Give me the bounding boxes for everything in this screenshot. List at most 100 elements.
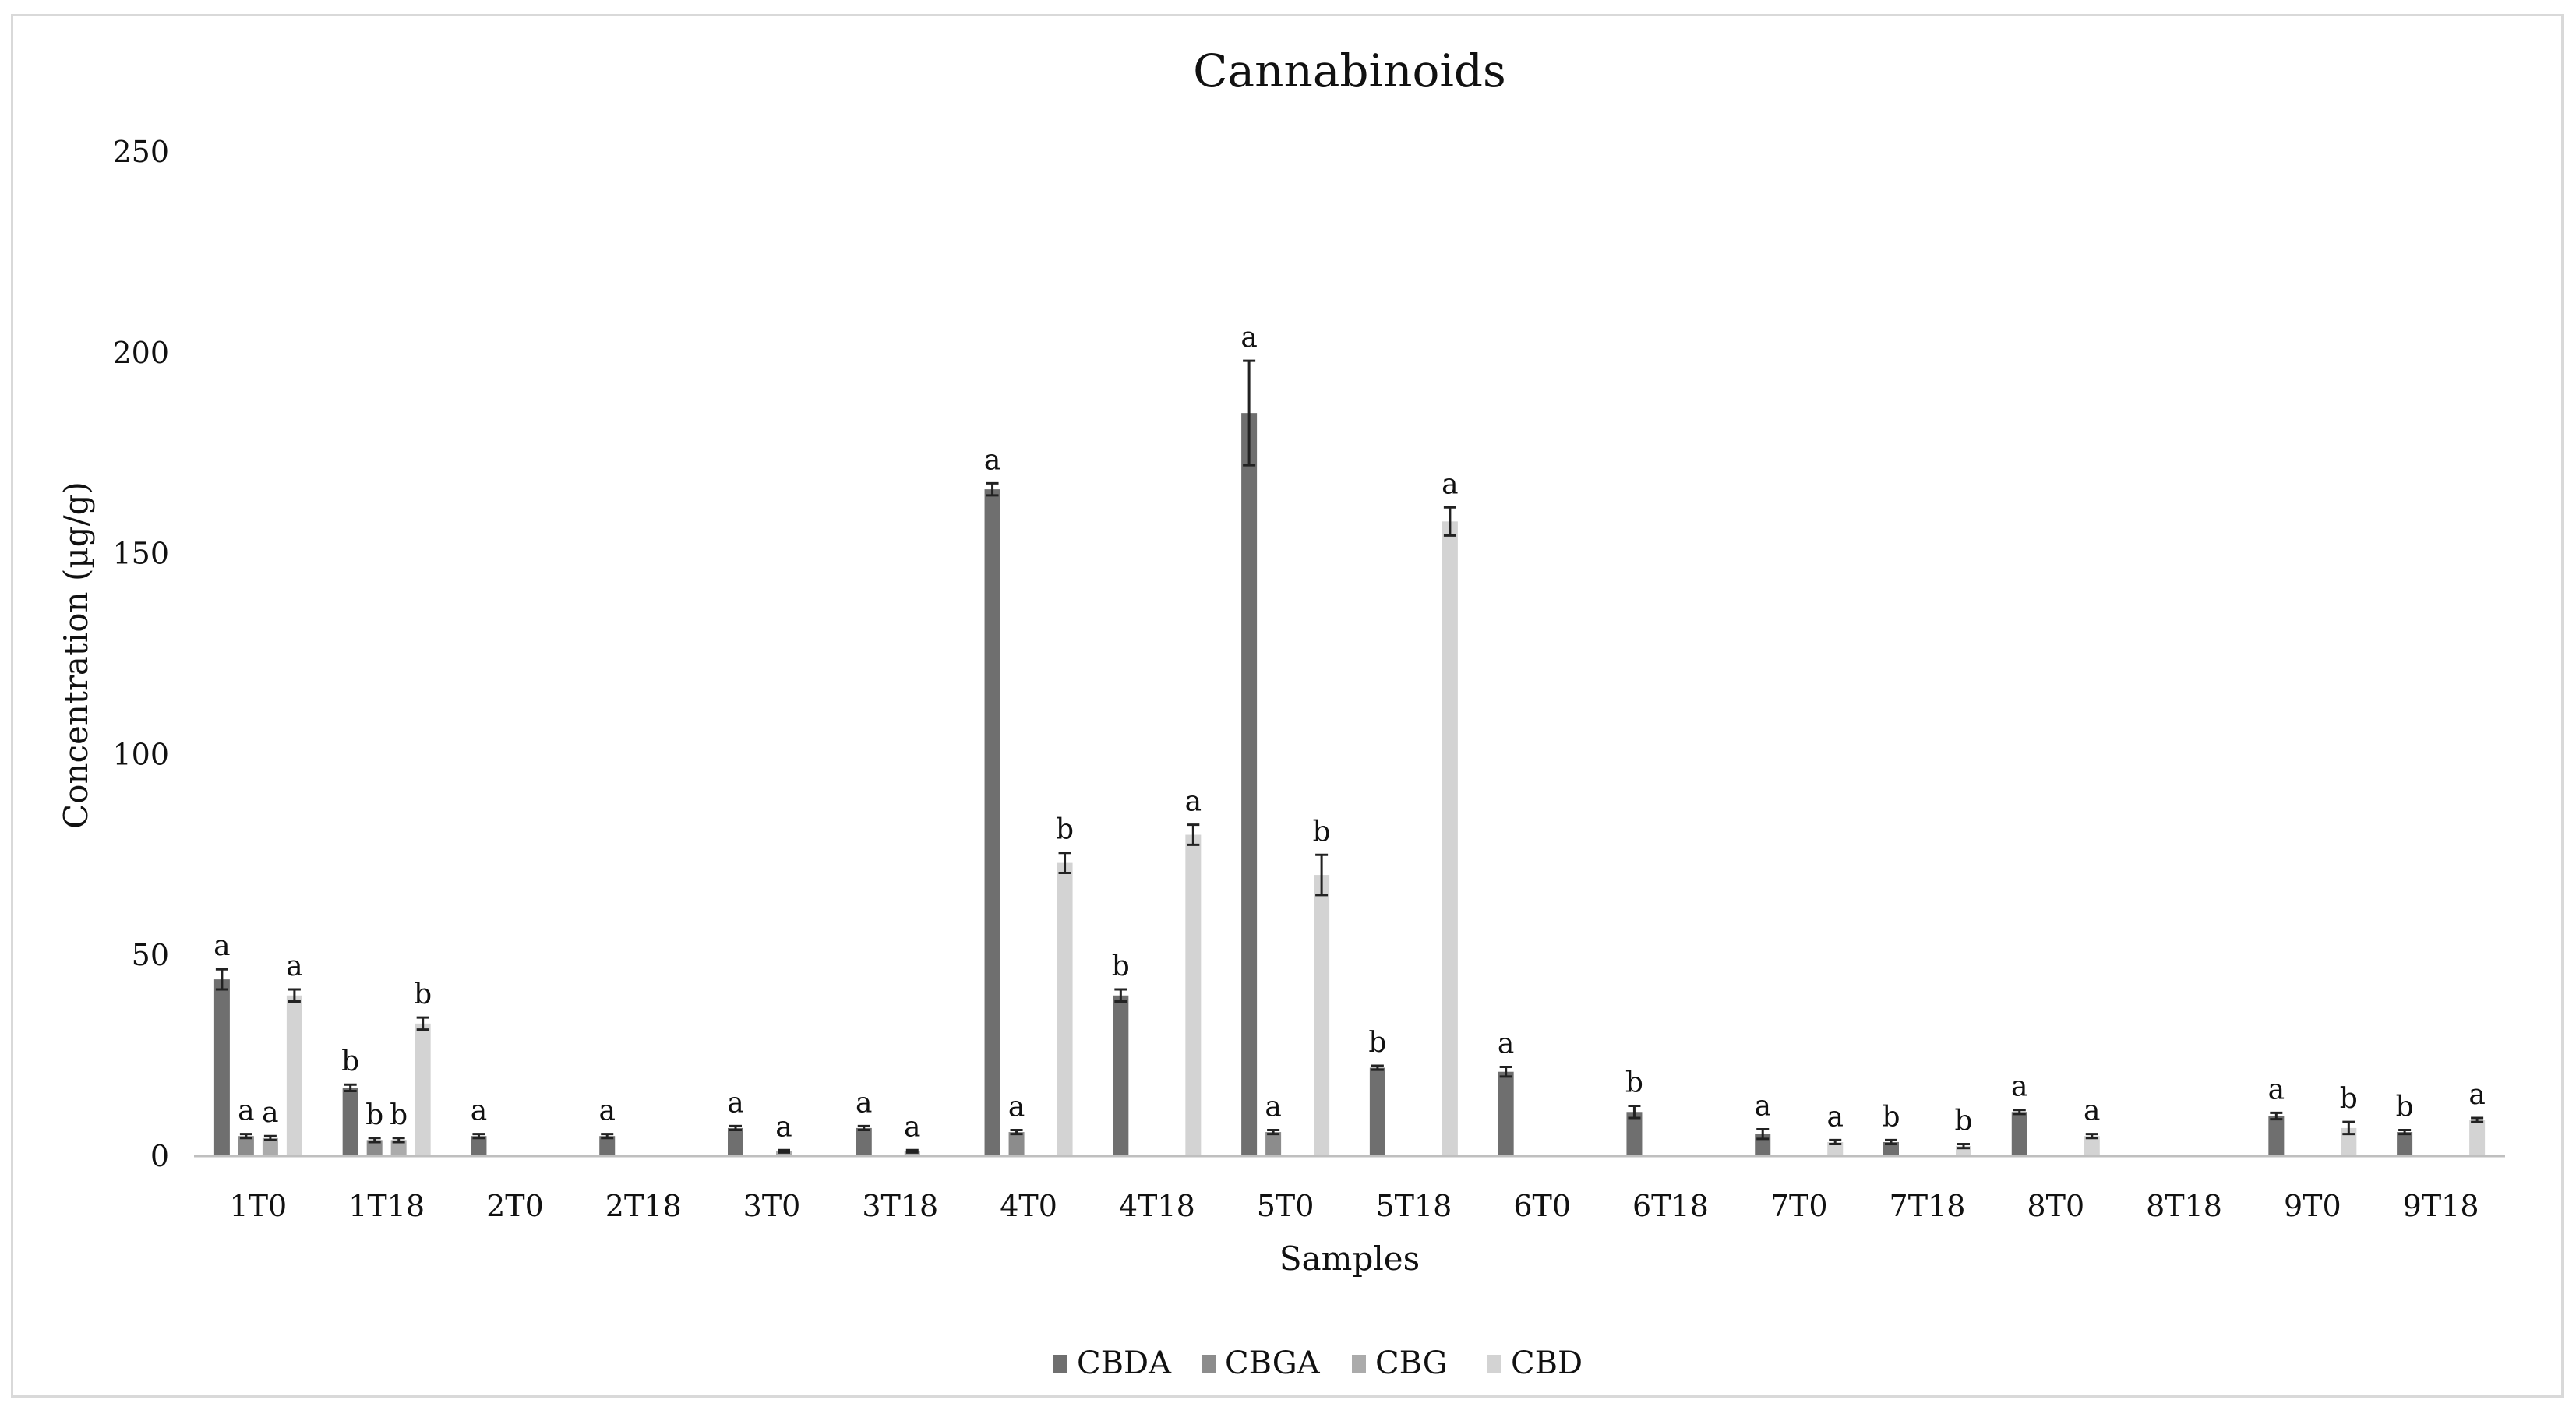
legend-label-cbg: CBG [1375, 1345, 1448, 1381]
legend-label-cbda: CBDA [1077, 1345, 1172, 1381]
significance-letter: b [1625, 1067, 1643, 1099]
significance-letter: a [856, 1087, 872, 1119]
significance-letter: a [262, 1097, 278, 1129]
bar-cbda-2t18 [599, 1136, 616, 1156]
significance-letter: a [904, 1111, 920, 1143]
bar-cbda-2t0 [471, 1136, 487, 1156]
x-tick-label: 6T18 [1632, 1189, 1709, 1223]
significance-letter: a [1754, 1090, 1770, 1122]
bar-cbda-5t0 [1241, 413, 1258, 1156]
legend-label-cbga: CBGA [1225, 1345, 1321, 1381]
significance-letter: a [1498, 1028, 1514, 1060]
significance-letter: a [2011, 1071, 2027, 1103]
y-tick-label: 50 [132, 938, 169, 972]
x-tick-label: 2T18 [605, 1189, 682, 1223]
bar-cbga-5t0 [1265, 1132, 1282, 1156]
x-tick-label: 5T0 [1257, 1189, 1314, 1223]
bar-cbd-7t0 [1827, 1141, 1844, 1156]
y-tick-label: 250 [112, 135, 169, 169]
bar-cbda-6t0 [1498, 1071, 1514, 1156]
bar-cbda-5t18 [1369, 1067, 1385, 1156]
significance-letter: b [1368, 1027, 1386, 1059]
bar-cbda-1t0 [213, 979, 230, 1156]
significance-letter: b [414, 979, 432, 1010]
bar-cbga-1t0 [238, 1136, 254, 1156]
significance-letter: a [727, 1087, 743, 1119]
bar-cbd-1t18 [415, 1023, 431, 1156]
bar-cbda-8t0 [2011, 1112, 2027, 1156]
x-tick-label: 9T18 [2403, 1189, 2479, 1223]
x-tick-label: 9T0 [2284, 1189, 2341, 1223]
y-tick-label: 200 [112, 336, 169, 370]
x-tick-label: 3T0 [743, 1189, 801, 1223]
chart-title: Cannabinoids [1193, 44, 1506, 97]
bar-cbd-5t18 [1442, 521, 1458, 1156]
bar-cbda-6t18 [1626, 1112, 1643, 1156]
x-tick-label: 6T0 [1513, 1189, 1571, 1223]
significance-letter: a [775, 1111, 792, 1143]
bar-cbga-1t18 [366, 1140, 383, 1156]
significance-letter: b [2396, 1091, 2414, 1123]
significance-letter: a [1185, 786, 1202, 818]
bar-cbda-9t0 [2268, 1116, 2285, 1156]
x-tick-label: 5T18 [1375, 1189, 1452, 1223]
significance-letter: b [1313, 816, 1331, 848]
x-tick-label: 8T0 [2027, 1189, 2084, 1223]
significance-letter: a [2468, 1079, 2485, 1111]
significance-letter: a [1240, 322, 1257, 354]
bar-cbda-9t18 [2397, 1132, 2413, 1156]
significance-letter: b [1954, 1105, 1972, 1137]
x-axis-title: Samples [1279, 1239, 1420, 1278]
bar-cbg-1t18 [390, 1140, 407, 1156]
bar-cbd-9t18 [2469, 1120, 2486, 1156]
significance-letter: b [1882, 1101, 1900, 1133]
y-tick-label: 0 [150, 1139, 169, 1173]
bar-cbda-7t18 [1883, 1141, 1899, 1156]
legend-swatch-cbda [1053, 1355, 1067, 1373]
significance-letter: a [1265, 1091, 1281, 1123]
bar-cbg-3t18 [904, 1151, 920, 1156]
significance-letter: a [1826, 1101, 1843, 1133]
bar-cbd-4t0 [1057, 862, 1073, 1156]
x-tick-label: 4T0 [1000, 1189, 1057, 1223]
y-axis-ticks: 0 50 100 150 200 250 [112, 135, 169, 1173]
significance-letter: a [1008, 1091, 1025, 1123]
significance-letter: b [365, 1099, 383, 1131]
error-bars-layer [215, 359, 2484, 1154]
y-tick-label: 150 [112, 537, 169, 571]
significance-letter: a [984, 444, 1000, 476]
legend-swatch-cbg [1352, 1355, 1366, 1373]
significance-letter: b [390, 1099, 408, 1131]
significance-letter: a [1442, 468, 1458, 500]
significance-letter: a [213, 930, 230, 962]
bar-cbga-4t0 [1008, 1132, 1025, 1156]
y-tick-label: 100 [112, 737, 169, 771]
significance-letter: b [341, 1046, 359, 1077]
significance-letter: a [471, 1095, 487, 1127]
bar-cbda-1t18 [342, 1088, 358, 1156]
bar-cbd-5t0 [1314, 875, 1330, 1156]
significance-letter: a [2084, 1095, 2100, 1127]
bar-cbda-4t18 [1113, 995, 1129, 1156]
significance-letter: a [598, 1095, 615, 1127]
significance-letter: a [2268, 1074, 2285, 1105]
x-tick-label: 7T18 [1890, 1189, 1966, 1223]
bar-cbda-4t0 [984, 489, 1000, 1156]
legend-swatch-cbga [1202, 1355, 1216, 1373]
x-tick-label: 2T0 [486, 1189, 544, 1223]
bar-cbd-4t18 [1185, 834, 1202, 1156]
legend-swatch-cbd [1487, 1355, 1501, 1373]
significance-letter: b [2340, 1083, 2358, 1115]
bar-cbda-3t0 [728, 1127, 743, 1156]
bar-cbg-1t0 [262, 1137, 278, 1156]
bar-cbd-1t0 [286, 995, 302, 1156]
significance-letter: b [1112, 950, 1130, 982]
x-tick-label: 1T18 [348, 1189, 425, 1223]
y-axis-title: Concentration (µg/g) [57, 481, 95, 829]
x-tick-label: 7T0 [1770, 1189, 1828, 1223]
bars-layer [213, 413, 2486, 1156]
bar-cbg-3t0 [776, 1151, 792, 1156]
